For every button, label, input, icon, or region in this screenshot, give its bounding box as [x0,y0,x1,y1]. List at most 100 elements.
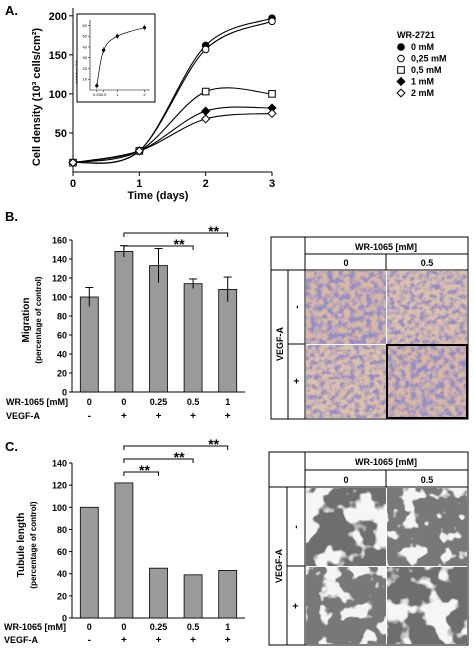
row1-value-3: 0.5 [187,622,200,632]
a-ytick-label-0: 50 [55,128,67,140]
a-legend-entry-0: 0 mM [411,42,434,52]
a-point-4-2 [201,114,211,124]
chart-a: Cell density (10³ cells/cm²) Time (days)… [31,8,447,202]
row1-value-2: 0.25 [150,622,168,632]
row2-value-0: - [88,635,91,646]
chart-a-ylabel: Cell density (10³ cells/cm²) [31,28,43,166]
inset-xtick-label-0: 0.25 [93,92,102,97]
row1-value-1: 0 [121,397,126,407]
row1-value-0: 0 [87,397,92,407]
significance-label-2: ** [208,436,219,452]
chart-b-ylabel: Migration [21,298,32,343]
inset-ytick-label-5: 60 [83,23,88,28]
inset-point-0 [95,84,99,88]
micrograph-c-vegf-minus-wr0 [306,488,386,566]
a-series-line-1 [72,20,273,164]
significance-bracket-1 [123,232,229,237]
significance-bracket-2 [123,445,229,450]
micrograph-b-vegf-minus-wr05 [387,271,467,344]
panel-a-label: A. [5,3,18,18]
bar-2 [149,265,168,393]
bar-0 [79,506,99,619]
inset-point-3 [142,25,147,30]
micro-c-row-0: - [291,525,302,528]
micrograph-b-vegf-plus-wr0 [306,345,386,418]
micro-c-row-title: VEGF-A [274,549,284,584]
a-legend-marker-1 [397,54,405,63]
a-xtick-label-3: 3 [269,178,275,190]
micrograph-c-vegf-plus-wr05 [387,567,467,644]
inset-point-1 [102,48,106,52]
bar-4 [218,288,238,393]
micro-c-col-1: 0.5 [421,475,434,485]
ytick-label-0: 0 [62,614,67,624]
a-series-line-4 [72,112,273,164]
bar-2 [149,567,168,619]
bar-1 [114,250,134,393]
chart-b-row1-label: WR-1065 [mM] [6,397,68,407]
a-ytick-label-1: 100 [49,89,67,101]
inset-ytick-label-2: 30 [83,55,88,60]
row2-value-3: + [190,411,196,422]
micro-b-row-0: - [292,305,303,308]
inset-ytick-label-0: 10 [83,77,88,82]
micro-b-row-1: + [292,378,303,384]
ytick-label-2: 40 [57,350,67,360]
a-point-4-0 [68,158,78,168]
chart-c-ylabel2: (percentage of control) [29,501,38,588]
row1-value-4: 1 [225,397,230,407]
row2-value-2: + [156,411,162,422]
bar-3 [183,574,203,619]
a-legend-marker-0 [397,43,405,51]
a-ytick-label-2: 150 [49,50,67,62]
inset-ytick-label-4: 50 [83,34,88,39]
chart-c-row1-label: WR-1065 [mM] [4,622,66,632]
ytick-label-4: 80 [57,525,67,535]
micro-b-row-title: VEGF-A [275,327,285,362]
ytick-label-8: 160 [52,236,67,246]
chart-b: Migration (percentage of control) WR-106… [6,223,245,422]
a-point-3-2 [201,106,211,116]
ytick-label-6: 120 [52,274,67,284]
ytick-label-5: 100 [52,503,67,513]
micro-b-header: WR-1065 [mM] [355,242,417,252]
row2-value-4: + [225,411,231,422]
significance-bracket-0 [123,245,194,250]
a-legend-entry-4: 2 mM [411,88,434,98]
row1-value-0: 0 [87,622,92,632]
chart-b-ylabel2: (percentage of control) [34,276,43,363]
row2-value-3: + [190,635,196,646]
a-point-2-2 [201,87,210,96]
inset-ytick-label-3: 40 [83,44,88,49]
chart-a-legend: 0 mM 0,25 mM0,5 mM 1 mM2 mM [396,42,447,98]
chart-b-row2-label: VEGF-A [6,411,41,421]
ytick-label-4: 80 [57,312,67,322]
a-legend-entry-1: 0,25 mM [411,54,447,64]
chart-c-row2-label: VEGF-A [4,635,39,645]
significance-label-0: ** [139,462,150,478]
inset-point-2 [115,34,119,38]
ytick-label-1: 20 [57,369,67,379]
ytick-label-0: 0 [62,388,67,398]
row1-value-2: 0.25 [150,397,168,407]
bar-4 [218,569,238,619]
a-point-2-3 [268,90,276,98]
a-xtick-label-0: 0 [70,178,76,190]
significance-label-1: ** [208,223,219,239]
significance-bracket-0 [123,471,159,476]
inset-xtick-label-2: 1 [116,92,119,97]
row2-value-0: - [88,411,91,422]
row1-value-4: 1 [225,622,230,632]
ytick-label-6: 120 [52,481,67,491]
a-legend-entry-3: 1 mM [411,77,434,87]
ytick-label-7: 140 [52,459,67,469]
significance-label-1: ** [174,449,185,465]
chart-a-legend-title: WR-2721 [397,30,435,40]
ytick-label-3: 60 [57,331,67,341]
significance-bracket-1 [123,458,194,463]
a-legend-entry-2: 0,5 mM [411,65,442,75]
micrograph-grid-c: WR-1065 [mM] 0 0.5 VEGF-A - + [268,451,469,646]
a-point-1-3 [268,17,276,26]
micrograph-c-vegf-plus-wr0 [306,567,386,644]
